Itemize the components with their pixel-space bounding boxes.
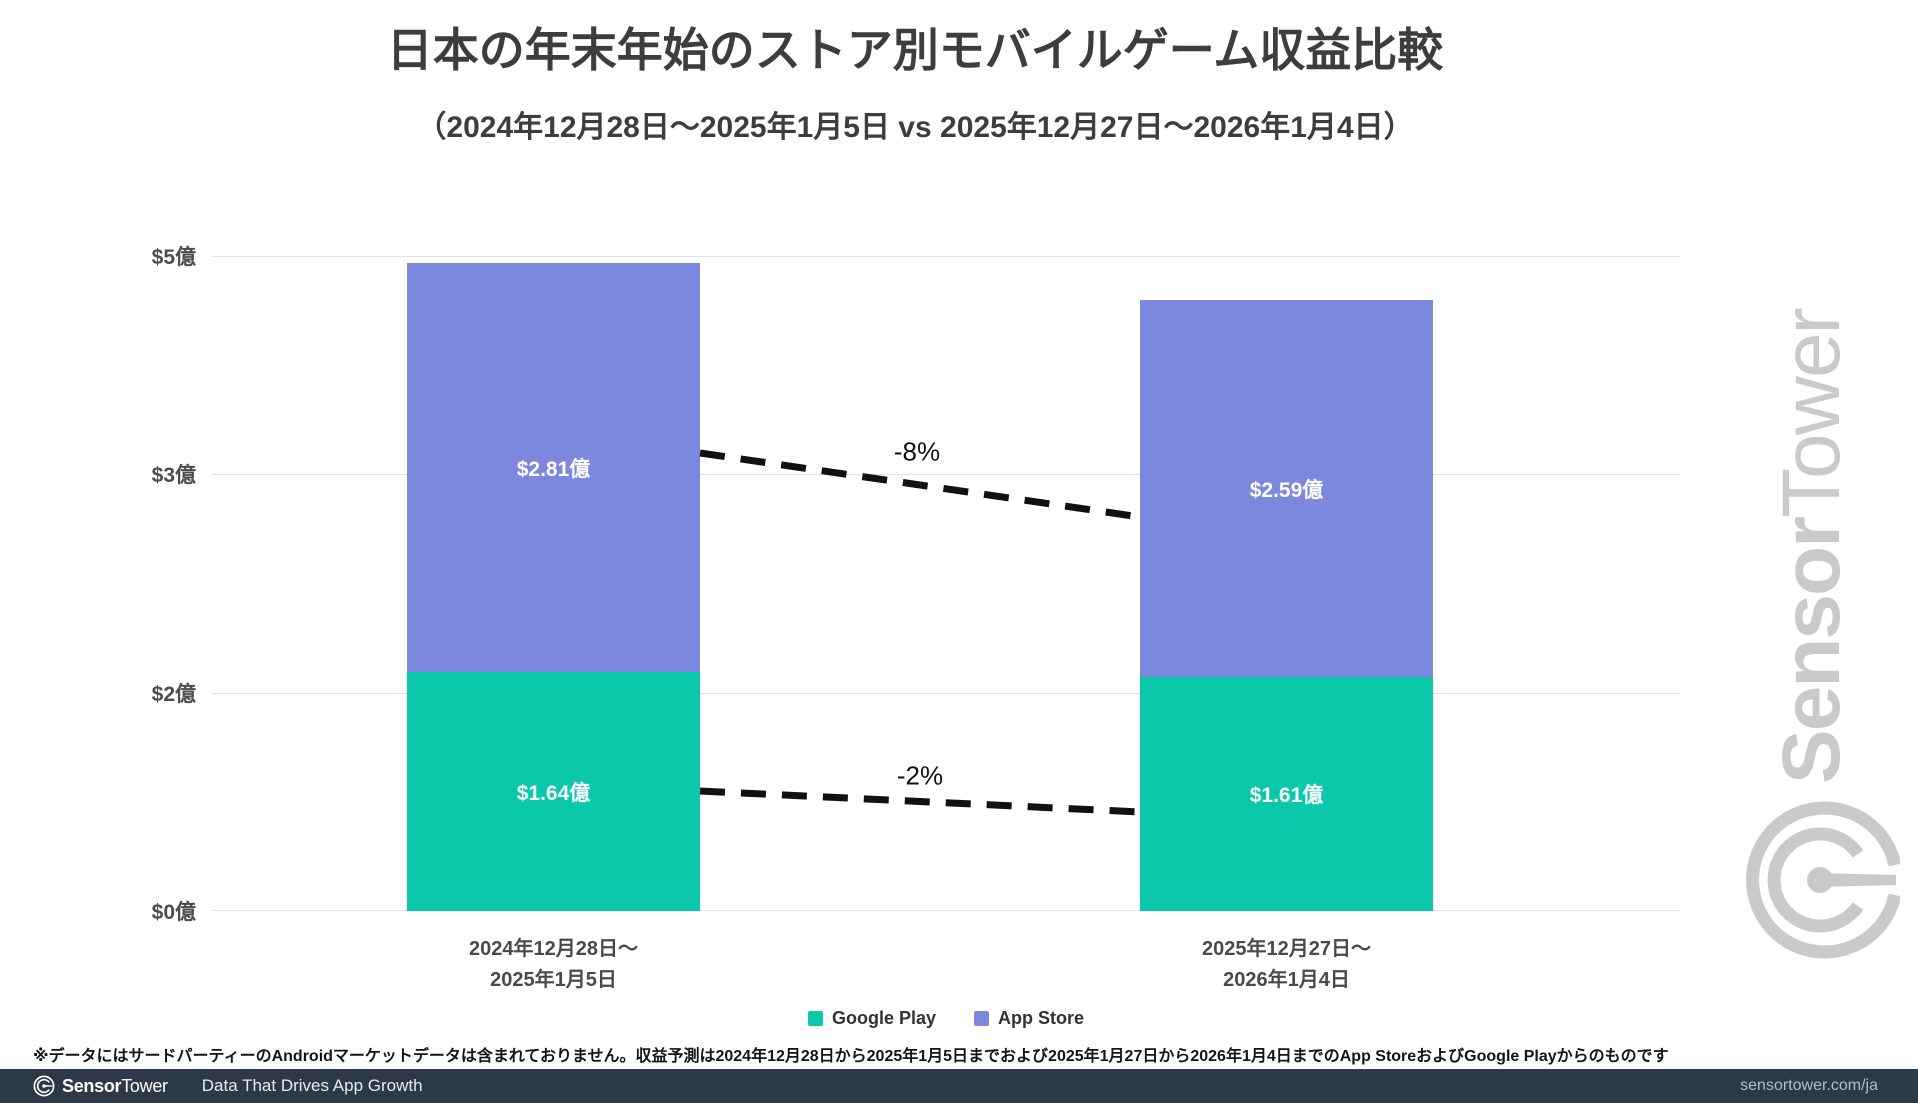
gridline bbox=[212, 910, 1680, 911]
legend-entry-google-play: Google Play bbox=[807, 1008, 936, 1029]
gridline bbox=[212, 693, 1680, 694]
y-tick-3: $3億 bbox=[151, 464, 196, 487]
bar1-segment-google-play: $1.64億 bbox=[407, 672, 700, 911]
legend-label-app-store: App Store bbox=[998, 1008, 1085, 1028]
bar2-segment-google-play: $1.61億 bbox=[1140, 677, 1433, 911]
legend-label-google-play: Google Play bbox=[831, 1008, 936, 1028]
y-tick-5: $5億 bbox=[151, 246, 196, 269]
google-play-swatch-icon bbox=[807, 1011, 823, 1026]
dash-line-google-play-change bbox=[699, 787, 1141, 816]
bar1-app-store-value: $2.81億 bbox=[516, 457, 591, 481]
legend: Google Play App Store bbox=[212, 1008, 1680, 1029]
sensor-tower-logo-icon bbox=[33, 1075, 55, 1097]
x-label-period-1-line2: 2025年1月5日 bbox=[490, 969, 617, 991]
watermark-brand-bold: Sensor bbox=[1766, 518, 1857, 784]
bar2-google-play-value: $1.61億 bbox=[1249, 784, 1324, 807]
chart-subtitle: （2024年12月28日〜2025年1月5日 vs 2025年12月27日〜20… bbox=[416, 111, 1414, 144]
footnote: ※データにはサードパーティーのAndroidマーケットデータは含まれておりません… bbox=[33, 1048, 1669, 1065]
y-tick-0: $0億 bbox=[151, 901, 196, 924]
legend-entry-app-store: App Store bbox=[974, 1008, 1084, 1029]
chart-header: 日本の年末年始のストア別モバイルゲーム収益比較 （2024年12月28日〜202… bbox=[0, 0, 1830, 146]
y-tick-2: $2億 bbox=[151, 683, 196, 706]
footer-brand-bold: Sensor bbox=[62, 1075, 122, 1096]
x-label-period-2-line1: 2025年12月27日〜 bbox=[1202, 938, 1371, 960]
app-store-swatch-icon bbox=[974, 1011, 989, 1026]
x-label-period-1: 2024年12月28日〜 2025年1月5日 bbox=[407, 934, 700, 996]
x-label-period-1-line1: 2024年12月28日〜 bbox=[469, 938, 638, 960]
bar-period-1: $2.81億 $1.64億 bbox=[407, 263, 700, 911]
chart-title: 日本の年末年始のストア別モバイルゲーム収益比較 bbox=[386, 24, 1444, 76]
gridline bbox=[212, 256, 1680, 257]
bar2-segment-app-store: $2.59億 bbox=[1140, 300, 1433, 677]
footer-brand: SensorTower bbox=[33, 1075, 168, 1097]
x-label-period-2: 2025年12月27日〜 2026年1月4日 bbox=[1140, 934, 1433, 996]
footer-url: sensortower.com/ja bbox=[1740, 1077, 1878, 1094]
x-label-period-2-line2: 2026年1月4日 bbox=[1223, 969, 1350, 991]
watermark-brand-light: Tower bbox=[1766, 309, 1857, 518]
bar2-app-store-value: $2.59億 bbox=[1249, 478, 1324, 502]
sensor-tower-gauge-icon bbox=[1746, 801, 1900, 959]
bar1-segment-app-store: $2.81億 bbox=[407, 263, 700, 672]
bar-period-2: $2.59億 $1.61億 bbox=[1140, 300, 1433, 911]
google-play-change-label: -2% bbox=[896, 760, 944, 791]
footer-tagline: Data That Drives App Growth bbox=[201, 1076, 423, 1095]
plot-area: $2.81億 $1.64億 $2.59億 $1.61億 -8% -2% bbox=[212, 256, 1680, 911]
bar1-google-play-value: $1.64億 bbox=[516, 781, 591, 805]
app-store-change-label: -8% bbox=[893, 436, 941, 467]
footer-bar: SensorTower Data That Drives App Growth … bbox=[0, 1069, 1918, 1103]
footer-brand-light: Tower bbox=[121, 1075, 168, 1096]
watermark-brand: Sensor Tower bbox=[1752, 148, 1872, 784]
footer-brand-text: SensorTower bbox=[62, 1076, 168, 1097]
